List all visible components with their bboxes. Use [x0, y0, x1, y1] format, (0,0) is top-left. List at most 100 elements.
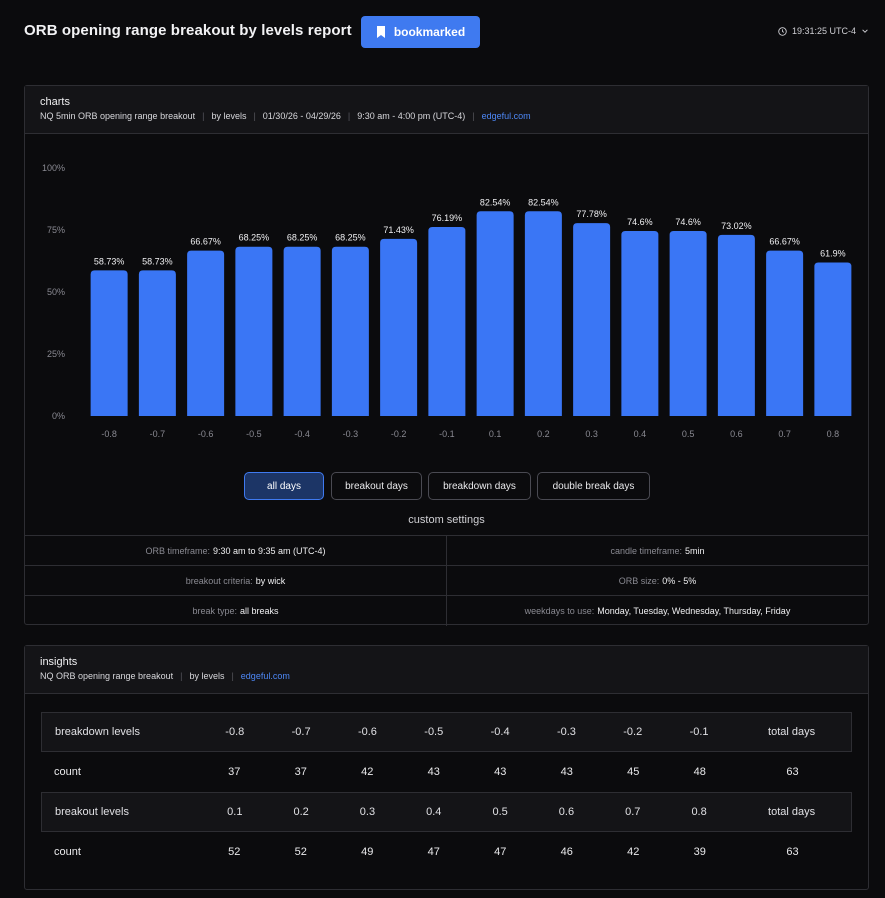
- y-tick-label: 0%: [52, 411, 65, 421]
- insights-card: insights NQ ORB opening range breakout |…: [24, 645, 869, 890]
- separator: |: [180, 671, 183, 681]
- timezone-clock[interactable]: 19:31:25 UTC-4: [778, 26, 869, 36]
- table-cell: 42: [627, 846, 640, 858]
- table-cell: 0.4: [426, 806, 442, 818]
- charts-card-title: charts: [40, 96, 70, 108]
- bar[interactable]: [235, 246, 273, 416]
- setting-label: break type:: [192, 606, 237, 616]
- bar[interactable]: [187, 250, 225, 416]
- bar-value-label: 77.78%: [576, 209, 607, 219]
- filter-row: all days breakout days breakdown days do…: [25, 472, 868, 500]
- setting-label: breakout criteria:: [185, 575, 253, 586]
- bookmark-button[interactable]: bookmarked: [361, 16, 480, 48]
- table-cell: 0.3: [359, 806, 376, 818]
- table-cell: 39: [693, 846, 706, 858]
- x-tick-label: 0.8: [827, 429, 840, 439]
- bar-value-label: 68.25%: [335, 233, 366, 243]
- total-days-value: 63: [786, 766, 799, 778]
- bar-chart: 0% 25% 50% 75% 100% 58.73% -0.8 58.73% -0.7 66.67…: [42, 163, 852, 439]
- breakdown-levels-label: breakdown levels: [55, 726, 140, 738]
- custom-settings-table: ORB timeframe: 9:30 am to 9:35 am (UTC-4)…: [25, 535, 868, 626]
- setting-candle-timeframe: candle timeframe: 5min: [447, 536, 868, 565]
- breakout-levels-label: breakout levels: [55, 806, 129, 818]
- filter-all-days-button[interactable]: all days: [244, 472, 324, 500]
- chevron-down-icon: [862, 29, 868, 33]
- table-cell: 0.1: [227, 806, 243, 818]
- separator: |: [231, 671, 234, 681]
- table-cell: 43: [494, 766, 507, 778]
- total-days-value: 63: [786, 846, 799, 858]
- x-tick-label: 0.6: [730, 429, 743, 439]
- table-cell: 0.6: [558, 806, 575, 818]
- table-cell: -0.5: [424, 726, 444, 738]
- bar[interactable]: [90, 270, 128, 416]
- clock-time: 19:31:25 UTC-4: [791, 26, 856, 36]
- table-cell: 43: [560, 766, 573, 778]
- table-cell: 0.2: [293, 806, 309, 818]
- setting-value: Monday, Tuesday, Wednesday, Thursday, Fr…: [597, 606, 791, 616]
- bar[interactable]: [428, 227, 466, 416]
- setting-breakout-criteria: breakout criteria: by wick: [25, 566, 447, 595]
- sub-mode: by levels: [189, 671, 225, 681]
- x-tick-label: 0.5: [682, 429, 695, 439]
- separator: |: [202, 111, 205, 121]
- bookmark-icon: [376, 26, 385, 38]
- bar-value-label: 66.67%: [190, 237, 221, 247]
- bar-value-label: 73.02%: [721, 221, 752, 231]
- x-tick-label: -0.7: [150, 429, 166, 439]
- setting-value: 0% - 5%: [662, 575, 697, 586]
- edgeful-link[interactable]: edgeful.com: [240, 671, 290, 681]
- bar[interactable]: [138, 270, 176, 416]
- bar[interactable]: [380, 238, 418, 416]
- x-tick-label: 0.1: [489, 429, 502, 439]
- x-tick-label: -0.2: [391, 429, 407, 439]
- table-cell: -0.4: [490, 726, 510, 738]
- total-days-header: total days: [768, 806, 816, 818]
- table-cell: -0.3: [556, 726, 576, 738]
- bar[interactable]: [717, 234, 755, 416]
- setting-value: by wick: [255, 575, 286, 586]
- bar-value-label: 66.67%: [769, 237, 800, 247]
- bar[interactable]: [331, 246, 369, 416]
- setting-label: candle timeframe:: [610, 545, 682, 556]
- bar[interactable]: [283, 246, 321, 416]
- bar[interactable]: [621, 230, 659, 416]
- filter-breakdown-days-button[interactable]: breakdown days: [428, 472, 531, 500]
- clock-icon: [778, 26, 787, 36]
- bar-value-label: 58.73%: [94, 256, 125, 266]
- breakout-count-row: count 52 52 49 47 47 46 42 39 63: [41, 832, 852, 872]
- bar-value-label: 68.25%: [287, 233, 318, 243]
- page-title: ORB opening range breakout by levels rep…: [24, 22, 352, 39]
- y-tick-label: 50%: [47, 287, 65, 297]
- separator: |: [347, 111, 351, 121]
- filter-double-break-days-button[interactable]: double break days: [537, 472, 650, 500]
- bar[interactable]: [766, 250, 804, 416]
- table-cell: 37: [294, 766, 307, 778]
- insights-card-subtitle: NQ ORB opening range breakout | by level…: [40, 671, 853, 681]
- table-cell: 0.5: [492, 806, 508, 818]
- bar[interactable]: [573, 223, 611, 416]
- bookmark-button-label: bookmarked: [393, 25, 466, 39]
- bar[interactable]: [814, 262, 852, 416]
- bar[interactable]: [524, 211, 562, 416]
- bar-value-label: 82.54%: [528, 197, 559, 207]
- x-tick-label: 0.2: [537, 429, 550, 439]
- table-cell: -0.6: [357, 726, 377, 738]
- bar-value-label: 61.9%: [820, 248, 846, 258]
- bar-value-label: 71.43%: [383, 225, 414, 235]
- bar[interactable]: [476, 211, 514, 416]
- table-cell: 46: [560, 846, 573, 858]
- breakdown-header-row: breakdown levels -0.8 -0.7 -0.6 -0.5 -0.…: [41, 712, 852, 752]
- setting-label: ORB size:: [618, 575, 660, 586]
- edgeful-link[interactable]: edgeful.com: [481, 111, 531, 121]
- table-cell: 52: [294, 846, 307, 858]
- setting-orb-size: ORB size: 0% - 5%: [447, 566, 868, 595]
- setting-weekdays: weekdays to use: Monday, Tuesday, Wednesd…: [447, 596, 868, 626]
- breakdown-count-row: count 37 37 42 43 43 43 45 48 63: [41, 752, 852, 792]
- x-tick-label: -0.3: [343, 429, 359, 439]
- y-tick-label: 100%: [42, 163, 65, 173]
- filter-breakout-days-button[interactable]: breakout days: [331, 472, 422, 500]
- bar-value-label: 68.25%: [239, 233, 270, 243]
- bar[interactable]: [669, 230, 707, 416]
- setting-label: ORB timeframe:: [145, 545, 210, 556]
